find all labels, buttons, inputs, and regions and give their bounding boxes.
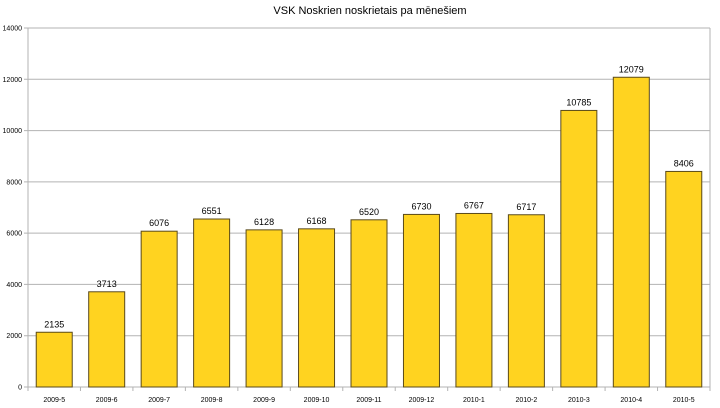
data-label: 6168 <box>307 216 327 226</box>
y-tick-label: 6000 <box>6 231 22 238</box>
bar <box>245 229 283 388</box>
chart-title: VSK Noskrien noskrietais pa mēnešiem <box>273 5 466 17</box>
bar <box>612 76 650 388</box>
y-tick-label: 2000 <box>6 333 22 340</box>
data-label: 6128 <box>254 217 274 227</box>
bar <box>88 291 126 388</box>
bar <box>298 228 336 388</box>
data-label: 6767 <box>464 200 484 210</box>
x-tick-label: 2009-11 <box>356 397 381 404</box>
data-label: 12079 <box>619 64 644 74</box>
data-label: 10785 <box>566 97 591 107</box>
bar <box>665 170 703 388</box>
data-label: 3713 <box>97 279 117 289</box>
bar <box>35 331 73 388</box>
bar <box>402 213 440 388</box>
bar <box>455 212 493 388</box>
x-tick-label: 2009-5 <box>43 397 65 404</box>
data-label: 8406 <box>674 158 694 168</box>
x-tick-label: 2010-5 <box>673 397 695 404</box>
bar <box>140 230 178 388</box>
data-label: 6076 <box>149 218 169 228</box>
x-tick-label: 2009-8 <box>201 397 223 404</box>
y-tick-label: 14000 <box>3 26 23 33</box>
data-label: 2135 <box>44 319 64 329</box>
bar <box>350 219 388 388</box>
y-tick-label: 12000 <box>3 77 23 84</box>
x-tick-label: 2009-6 <box>96 397 118 404</box>
bar <box>560 109 598 388</box>
data-label: 6730 <box>411 201 431 211</box>
y-tick-label: 0 <box>18 385 22 392</box>
bar <box>507 214 545 388</box>
data-label: 6551 <box>202 206 222 216</box>
data-label: 6717 <box>516 202 536 212</box>
bar <box>193 218 231 388</box>
y-tick-label: 4000 <box>6 282 22 289</box>
x-tick-label: 2010-3 <box>568 397 590 404</box>
x-tick-label: 2010-1 <box>463 397 485 404</box>
data-label: 6520 <box>359 207 379 217</box>
x-tick-label: 2009-7 <box>148 397 170 404</box>
x-tick-label: 2010-4 <box>620 397 642 404</box>
y-tick-label: 8000 <box>6 179 22 186</box>
x-tick-label: 2010-2 <box>515 397 537 404</box>
x-tick-label: 2009-12 <box>409 397 435 404</box>
x-tick-label: 2009-9 <box>253 397 275 404</box>
x-tick-label: 2009-10 <box>304 397 330 404</box>
y-tick-label: 10000 <box>3 128 23 135</box>
